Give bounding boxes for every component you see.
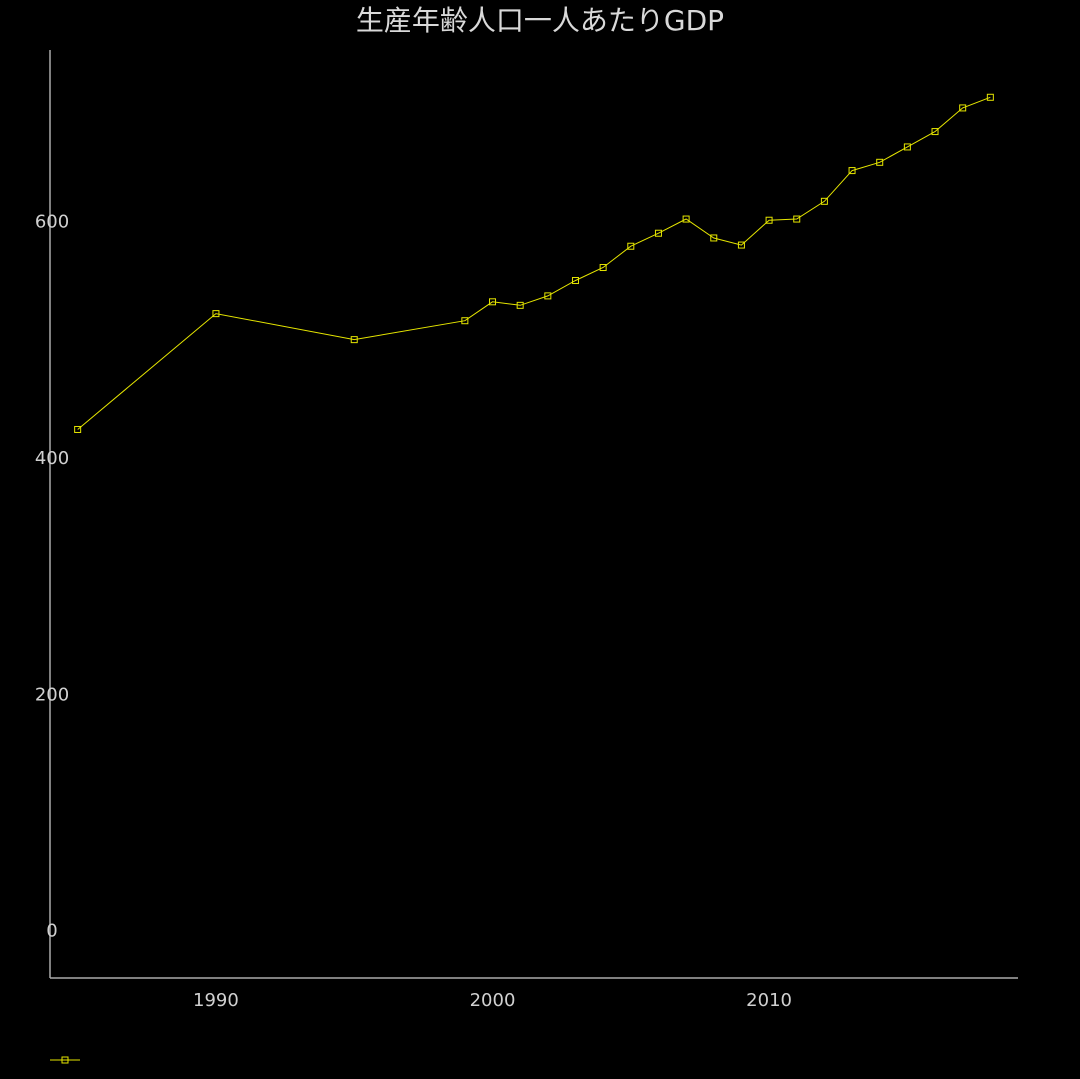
data-point bbox=[682, 215, 690, 223]
data-point bbox=[986, 93, 994, 101]
data-point bbox=[599, 264, 607, 272]
data-point bbox=[737, 241, 745, 249]
data-point bbox=[627, 242, 635, 250]
x-tick-label: 2010 bbox=[746, 990, 792, 1011]
data-point bbox=[489, 298, 497, 306]
legend-marker-symbol bbox=[61, 1056, 69, 1064]
data-point bbox=[931, 128, 939, 136]
series-line bbox=[77, 96, 991, 430]
y-tick-label: 400 bbox=[35, 448, 69, 469]
data-point bbox=[959, 104, 967, 112]
data-point bbox=[74, 425, 82, 433]
y-tick-label: 600 bbox=[35, 211, 69, 232]
y-tick-label: 200 bbox=[35, 684, 69, 705]
x-tick-label: 1990 bbox=[193, 990, 239, 1011]
data-point bbox=[765, 216, 773, 224]
data-point bbox=[350, 336, 358, 344]
data-point bbox=[544, 292, 552, 300]
data-point bbox=[461, 317, 469, 325]
data-point bbox=[654, 229, 662, 237]
data-point bbox=[793, 215, 801, 223]
data-point bbox=[516, 301, 524, 309]
legend bbox=[50, 1056, 80, 1064]
chart-title: 生産年齢人口一人あたりGDP bbox=[356, 4, 724, 37]
data-point bbox=[710, 234, 718, 242]
data-point bbox=[212, 310, 220, 318]
data-point bbox=[876, 158, 884, 166]
data-point bbox=[903, 143, 911, 151]
data-point bbox=[571, 277, 579, 285]
x-tick-label: 2000 bbox=[470, 990, 516, 1011]
data-point bbox=[848, 167, 856, 175]
y-tick-label: 0 bbox=[46, 921, 57, 942]
x-tick-labels: 1990 2000 2010 bbox=[193, 990, 792, 1011]
data-point bbox=[820, 197, 828, 205]
series-group bbox=[74, 93, 994, 433]
y-tick-labels: 0 200 400 600 bbox=[35, 211, 69, 941]
